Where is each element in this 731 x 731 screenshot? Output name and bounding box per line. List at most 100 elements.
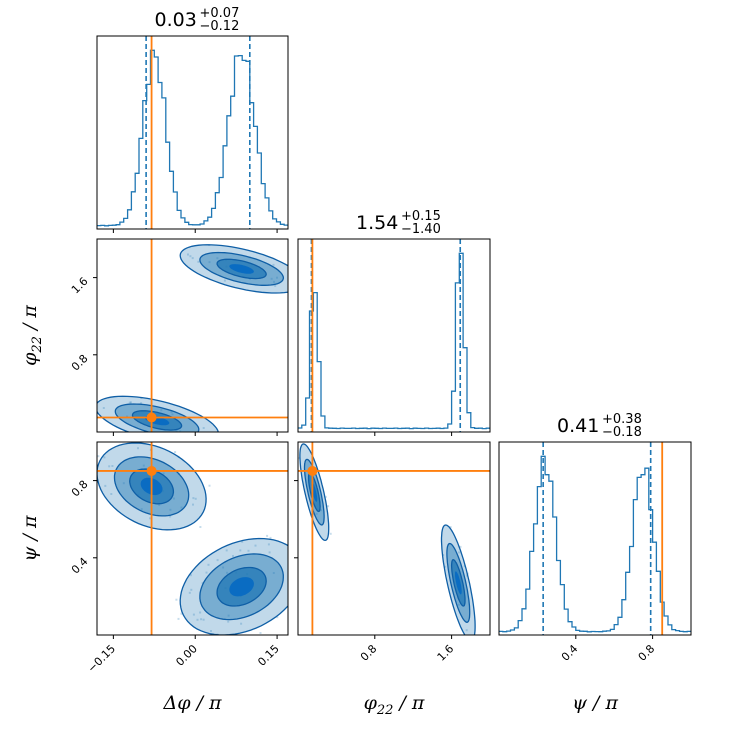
- sample-point: [140, 508, 143, 511]
- sample-point: [457, 603, 460, 606]
- sample-point: [171, 413, 174, 416]
- joint-panel-dphi-phi22: [96, 238, 289, 433]
- sample-point: [173, 497, 175, 500]
- hist-panel-dphi: [96, 35, 289, 230]
- sample-point: [226, 571, 228, 574]
- sample-point: [128, 401, 131, 404]
- sample-point: [272, 263, 275, 266]
- sample-point: [175, 598, 178, 601]
- sample-point: [225, 549, 228, 552]
- hist-frame-dphi: [96, 35, 289, 230]
- sample-point: [97, 455, 100, 458]
- sample-point: [194, 497, 197, 500]
- sample-point: [205, 571, 208, 574]
- x-tick-label-phi22: 0.8: [358, 642, 380, 664]
- sample-point: [208, 261, 211, 264]
- sample-point: [177, 617, 180, 620]
- sample-point: [459, 545, 462, 548]
- sample-point: [223, 279, 226, 282]
- sample-point: [327, 505, 330, 508]
- x-tick-label-psi: 0.8: [636, 642, 658, 664]
- sample-point: [196, 618, 199, 621]
- sample-point: [200, 618, 203, 621]
- sample-point: [324, 495, 327, 498]
- x-tick-label-dphi: 0.15: [255, 642, 282, 669]
- contour-1-3: [229, 264, 254, 274]
- joint-panel-dphi-psi: [96, 441, 289, 636]
- sample-point: [142, 464, 145, 467]
- sample-point: [111, 465, 114, 467]
- sample-point: [241, 540, 244, 543]
- hist-title-lower-phi22: −1.40: [401, 222, 441, 237]
- contour-1-3: [229, 577, 254, 597]
- sample-point: [202, 618, 205, 621]
- sample-point: [232, 555, 234, 557]
- sample-point: [227, 614, 230, 617]
- sample-point: [266, 534, 269, 537]
- sample-point: [210, 630, 212, 632]
- sample-point: [259, 632, 262, 634]
- truth-marker: [146, 465, 157, 476]
- sample-point: [216, 559, 219, 562]
- sample-point: [108, 465, 111, 468]
- sample-point: [149, 517, 152, 520]
- sample-point: [274, 284, 277, 287]
- sample-point: [276, 616, 279, 619]
- sample-point: [175, 429, 178, 432]
- sample-point: [268, 551, 271, 554]
- sample-point: [201, 582, 204, 584]
- sample-point: [103, 456, 106, 459]
- sample-point: [270, 277, 273, 280]
- sample-point: [191, 257, 194, 260]
- sample-point: [247, 549, 250, 552]
- joint-panel-phi22-psi: [297, 441, 491, 636]
- sample-point: [222, 566, 225, 569]
- sample-point: [190, 588, 193, 591]
- joint-frame: [96, 238, 289, 433]
- sample-point: [465, 629, 468, 632]
- y-tick-label-psi: 0.8: [69, 478, 91, 500]
- sample-point: [130, 401, 132, 404]
- hist-step-psi: [499, 455, 691, 633]
- sample-point: [187, 253, 189, 256]
- sample-point: [174, 451, 177, 454]
- sample-point: [102, 407, 105, 409]
- y-axis-label-phi22: φ22 / π: [19, 305, 45, 366]
- x-tick-label-dphi: −0.15: [85, 642, 118, 675]
- hist-title-lower-dphi: −0.12: [200, 19, 240, 34]
- hist-frame-psi: [498, 441, 692, 636]
- x-axis-label-phi22: φ22 / π: [364, 692, 425, 718]
- sample-point: [199, 611, 202, 614]
- sample-point: [320, 509, 322, 512]
- hist-title-upper-phi22: +0.15: [401, 209, 441, 224]
- sample-point: [267, 543, 270, 546]
- hist-frame-phi22: [297, 238, 491, 433]
- sample-point: [104, 484, 107, 487]
- hist-title-lower-psi: −0.18: [602, 425, 642, 440]
- sample-point: [227, 620, 230, 623]
- x-axis-label-dphi: Δφ / π: [163, 692, 223, 714]
- sample-point: [202, 427, 205, 429]
- sample-point: [140, 402, 143, 405]
- sample-point: [188, 591, 191, 594]
- sample-point: [169, 515, 172, 518]
- sample-point: [207, 563, 210, 566]
- joint-frame: [297, 441, 491, 636]
- hist-panel-phi22: [297, 238, 491, 433]
- sample-point: [216, 257, 219, 260]
- hist-panel-psi: [498, 441, 692, 636]
- sample-point: [465, 574, 468, 577]
- x-tick-label-psi: 0.4: [559, 642, 581, 664]
- truth-marker: [146, 412, 157, 423]
- sample-point: [276, 276, 278, 279]
- sample-point: [122, 482, 125, 485]
- sample-point: [444, 565, 447, 568]
- y-axis-label-psi: ψ / π: [19, 515, 41, 561]
- sample-point: [180, 612, 183, 615]
- hist-title-upper-psi: +0.38: [602, 412, 642, 427]
- sample-point: [189, 255, 192, 258]
- sample-point: [192, 503, 194, 506]
- sample-point: [458, 551, 461, 554]
- sample-point: [254, 544, 257, 547]
